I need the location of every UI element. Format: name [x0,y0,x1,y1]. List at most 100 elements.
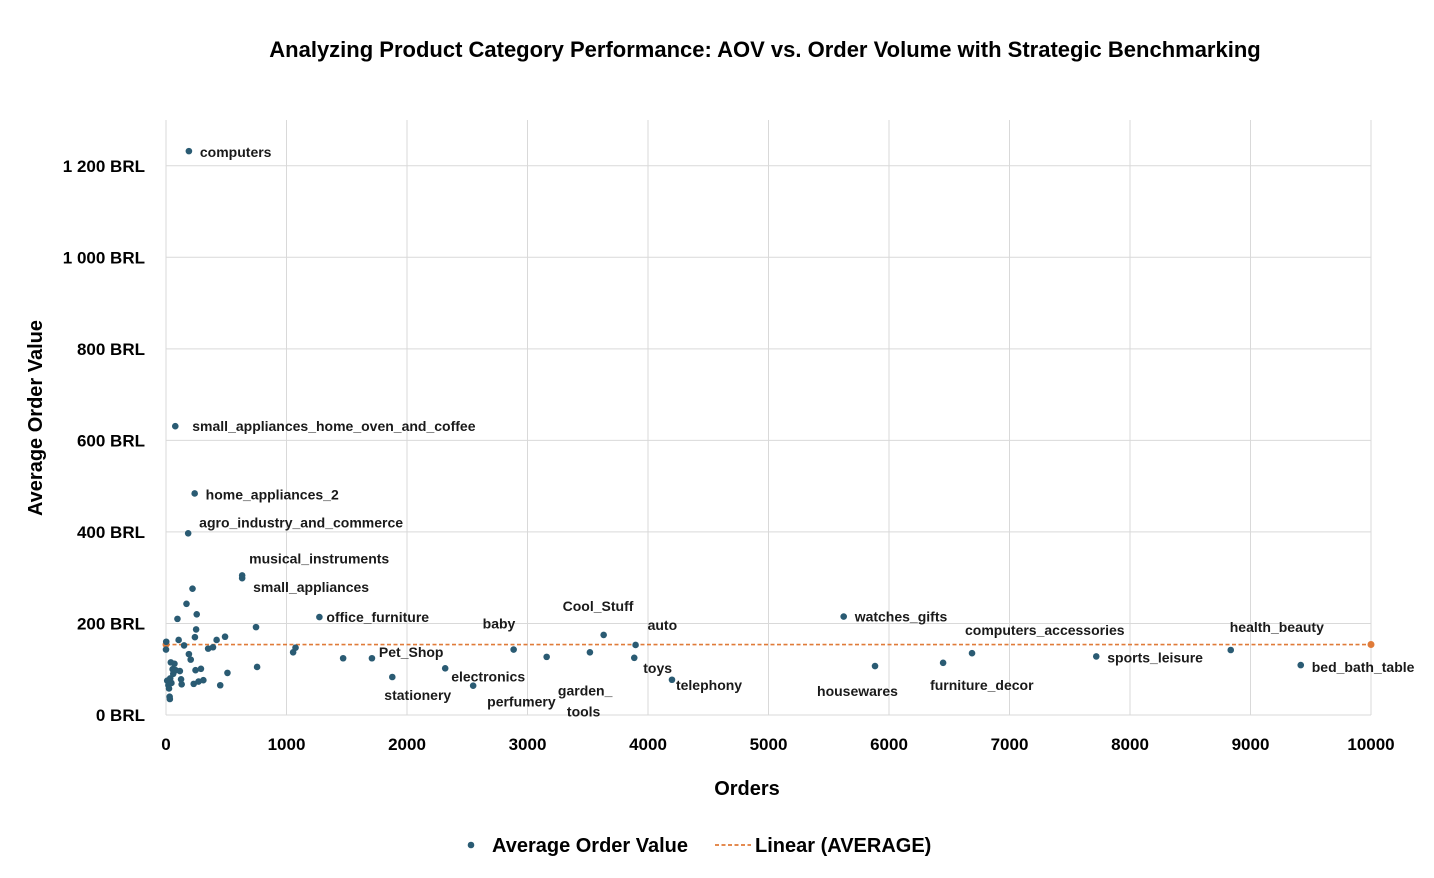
data-point [292,644,299,652]
data-label: watches_gifts [854,609,948,625]
data-point [189,585,196,592]
x-tick-label: 1000 [268,735,306,754]
data-point [469,682,477,690]
data-label: baby [483,616,516,632]
y-tick-label: 600 BRL [77,431,145,450]
data-point [388,673,396,681]
y-tick-label: 400 BRL [77,523,145,542]
data-point [174,615,181,623]
legend: Average Order Value Linear (AVERAGE) [467,835,931,857]
x-tick-label: 3000 [509,735,547,754]
x-tick-label: 2000 [388,735,426,754]
y-tick-label: 1 200 BRL [63,157,145,176]
data-point [184,529,192,537]
data-label: musical_instruments [249,550,389,566]
x-tick-label: 10000 [1347,735,1394,754]
data-point [632,641,639,649]
data-point [193,611,201,618]
data-point [1227,646,1235,654]
data-label: perfumery [487,694,556,710]
data-label: Pet_Shop [379,644,444,660]
data-label: computers [200,144,272,160]
data-label: garden_ tools [558,682,613,719]
data-point [187,656,195,663]
data-point [630,654,638,662]
data-point [510,646,517,653]
data-point [177,676,185,683]
data-point [200,676,207,684]
data-label: furniture_decor [930,677,1034,693]
data-point [253,663,261,671]
data-point [192,666,199,674]
data-point [185,650,193,658]
data-point [185,147,193,155]
y-tick-label: 0 BRL [96,706,145,725]
data-label: bed_bath_table [1312,659,1415,675]
data-label: health_beauty [1230,619,1324,635]
data-point [197,665,205,673]
data-points [162,147,1305,703]
data-point [216,681,224,689]
data-point [176,667,184,675]
data-label: agro_industry_and_commerce [199,514,403,530]
data-point [191,633,199,641]
data-label: office_furniture [326,609,429,625]
data-point [339,654,347,662]
data-point [238,574,246,582]
data-point [252,623,260,631]
data-point [316,613,323,621]
data-point [162,638,170,646]
data-label: telephony [676,677,742,693]
data-label: stationery [384,687,451,703]
y-axis-title: Average Order Value [25,320,47,516]
data-point [165,685,173,692]
data-point [171,660,178,668]
data-label: toys [643,660,672,676]
data-point [1092,653,1100,660]
data-label: small_appliances [253,579,369,595]
data-point [368,654,376,662]
data-point [543,653,550,661]
x-axis-ticks: 0 1000 2000 3000 4000 5000 6000 7000 8000 9000 100… [161,735,1394,754]
y-tick-label: 200 BRL [77,614,145,633]
data-point [224,669,231,677]
data-point [166,695,174,703]
x-tick-label: 6000 [870,735,908,754]
data-point [441,665,449,672]
data-point [162,646,170,653]
data-label: electronics [451,668,525,684]
data-label: computers_accessories [965,622,1125,638]
data-labels: computers small_appliances_home_oven_and_… [192,144,1414,719]
x-tick-label: 7000 [991,735,1029,754]
data-point [168,679,175,687]
y-tick-label: 1 000 BRL [63,248,145,267]
x-tick-label: 9000 [1232,735,1270,754]
trendline-end-marker [1367,641,1375,649]
data-label: auto [648,617,678,633]
data-point [939,659,947,667]
data-point [600,631,607,639]
y-axis-ticks: 0 BRL 200 BRL 400 BRL 600 BRL 800 BRL 1 000 B… [63,157,145,725]
data-point [968,649,976,657]
data-point [192,626,200,633]
data-label: small_appliances_home_oven_and_coffee [192,418,475,434]
data-point [180,642,188,649]
data-point [183,600,190,608]
data-point [175,636,182,644]
data-point [221,633,229,641]
x-tick-label: 0 [161,735,170,754]
legend-marker-aov [467,841,475,849]
x-axis-title: Orders [714,778,780,800]
data-label: Cool_Stuff [563,598,634,614]
grid-lines [165,120,1372,716]
data-point [191,490,198,497]
data-label: home_appliances_2 [206,486,339,502]
legend-label-aov: Average Order Value [492,835,688,857]
data-point [213,636,220,644]
chart-title: Analyzing Product Category Performance: … [269,37,1260,62]
data-label: sports_leisure [1107,649,1203,665]
data-point [1297,661,1305,669]
data-point [171,422,179,430]
data-point [209,643,217,651]
data-point [586,648,594,656]
